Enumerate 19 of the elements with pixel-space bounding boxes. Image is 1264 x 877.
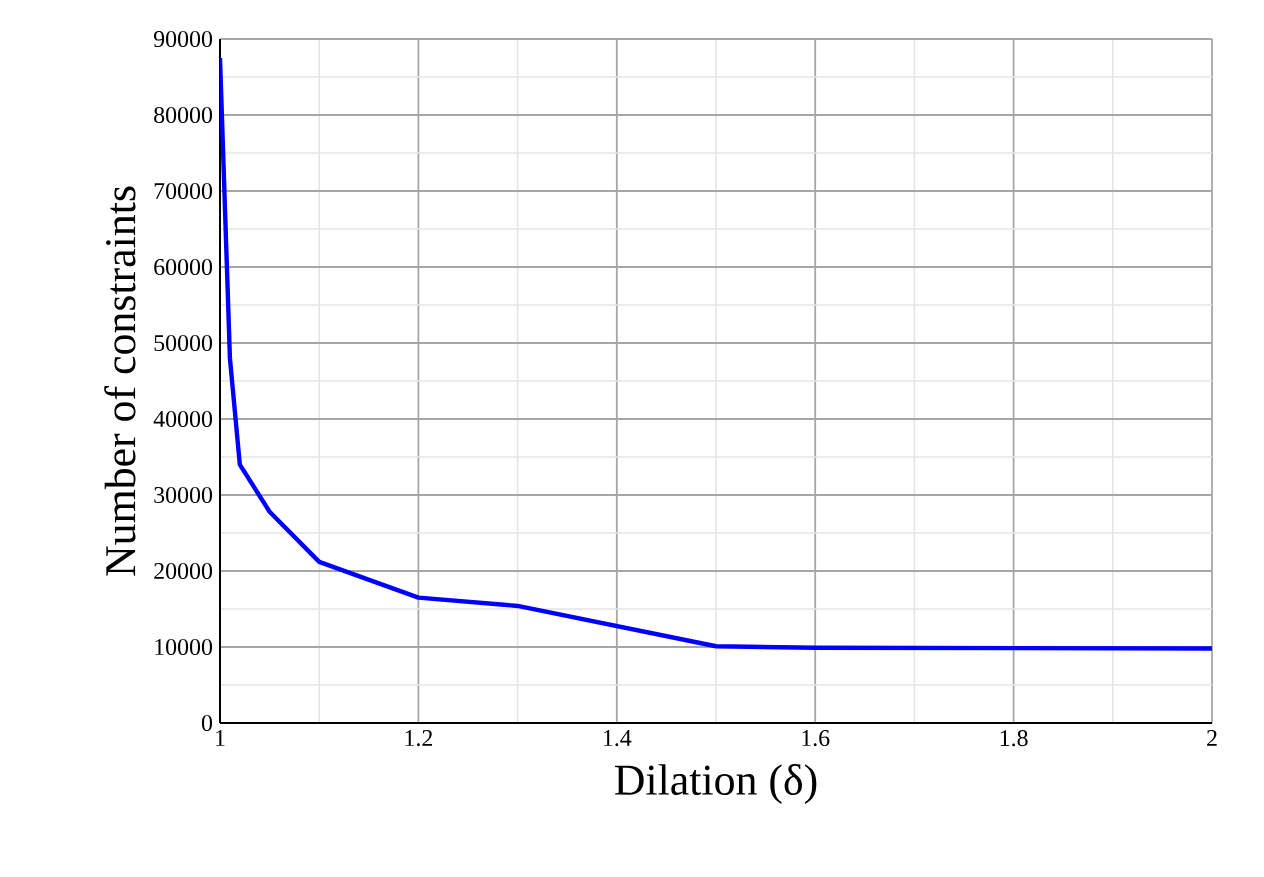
x-tick-label: 1.2 — [405, 730, 433, 747]
line-series — [220, 55, 1213, 651]
y-tick-label: 30000 — [154, 486, 213, 504]
x-axis-title: Dilation (δ) — [615, 763, 817, 804]
x-tick-label: 1.4 — [603, 730, 632, 747]
y-axis-title: Number of constraints — [104, 186, 136, 576]
y-tick-label: 70000 — [154, 182, 213, 200]
y-tick-label: 50000 — [154, 334, 213, 352]
y-tick-label: 90000 — [153, 30, 213, 48]
x-tick-label: 1.6 — [802, 730, 830, 747]
y-tick-label: 0 — [201, 714, 213, 732]
y-tick-label: 60000 — [154, 258, 213, 276]
y-tick-label: 40000 — [153, 410, 213, 428]
x-tick-label: 2 — [1207, 730, 1217, 746]
x-tick-label: 1.8 — [1000, 730, 1028, 747]
y-tick-label: 10000 — [155, 638, 213, 656]
x-tick-label: 1 — [216, 730, 225, 746]
y-tick-label: 20000 — [154, 562, 213, 580]
y-tick-label: 80000 — [154, 106, 213, 124]
